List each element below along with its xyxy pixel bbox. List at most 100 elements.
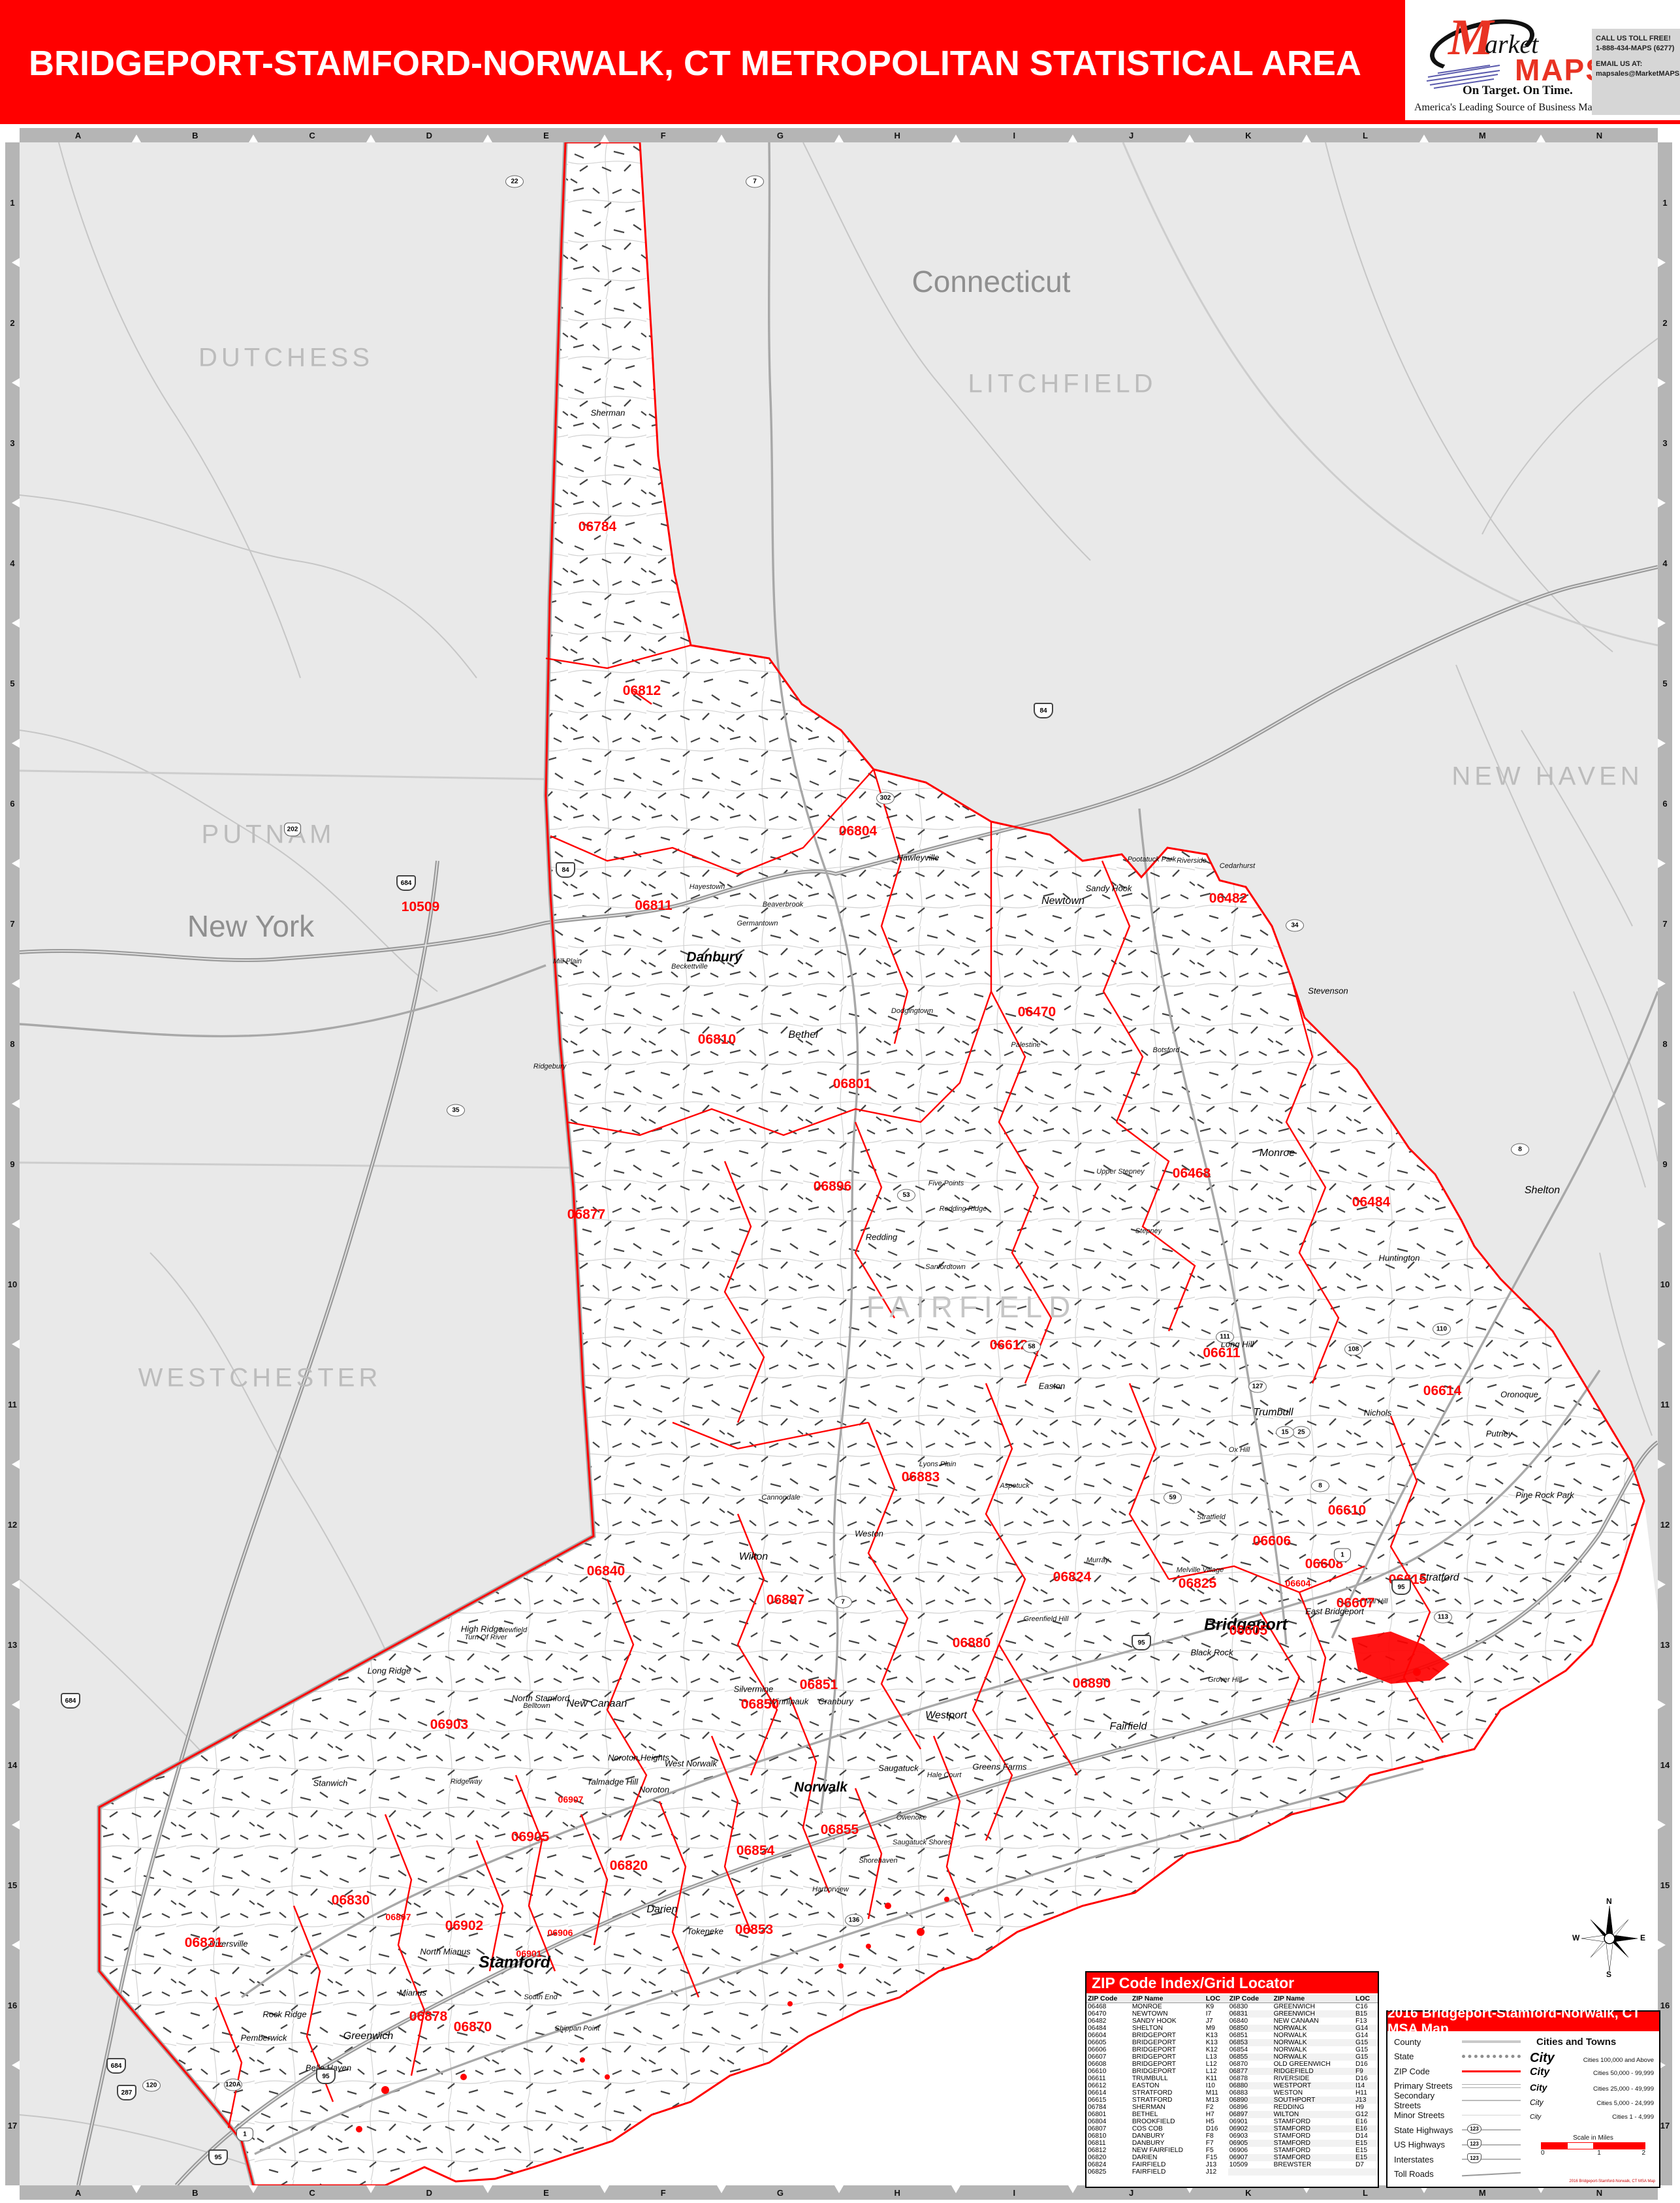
zip-index-header: ZIP Code — [1228, 1995, 1273, 2003]
scale-tick: 0 — [1541, 2149, 1545, 2157]
grid-cell-B: B — [132, 128, 253, 142]
grid-cell-17: 17 — [5, 2061, 20, 2185]
legend-cities-title: Cities and Towns — [1536, 2036, 1617, 2048]
zip-index-table: ZIP Code ZIP Name LOC ZIP Code ZIP Name LOC 0… — [1086, 1995, 1378, 2176]
zip-index-row: 06606 BRIDGEPORT K12 06854 NORWALK G15 — [1088, 2046, 1369, 2053]
legend-swatch-secondary — [1462, 2096, 1521, 2105]
zip-index-row: 06611 TRUMBULL K11 06878 RIVERSIDE D16 — [1088, 2075, 1368, 2082]
route-shield-8: 8 — [1511, 1143, 1529, 1156]
grid-cell-B: B — [132, 2185, 253, 2200]
contact-email-label: EMAIL US AT: — [1596, 59, 1643, 68]
route-shield-15: 15 — [1276, 1426, 1294, 1439]
grid-cell-8: 8 — [1658, 979, 1672, 1104]
interstate-shield-684: 684 — [106, 2058, 126, 2074]
grid-cell-C: C — [249, 2185, 370, 2200]
grid-cell-11: 11 — [1658, 1340, 1672, 1464]
grid-cell-H: H — [834, 2185, 956, 2200]
legend-item-state: State — [1394, 2050, 1525, 2063]
zip-index-row: 06608 BRIDGEPORT L12 06870 OLD GREENWICH D16 — [1088, 2061, 1368, 2068]
legend-swatch-primary — [1462, 2082, 1521, 2091]
grid-cell-D: D — [366, 128, 488, 142]
legend-swatch-hwy: 123 — [1462, 2138, 1521, 2149]
zip-index-row: 06801 BETHEL H7 06897 WILTON G12 — [1086, 2111, 1378, 2118]
compass-w: W — [1572, 1933, 1580, 1942]
route-shield-1: 1 — [1334, 1548, 1351, 1562]
map-canvas[interactable]: Connecticut New York DUTCHESS LITCHFIELD PU… — [20, 142, 1658, 2185]
legend-badge: 123 — [1467, 2138, 1482, 2149]
contact-box: CALL US TOLL FREE! 1-888-434-MAPS (6277)… — [1592, 29, 1680, 115]
legend-item-us-highways: US Highways 123 — [1394, 2138, 1525, 2151]
legend-item-label: Toll Roads — [1394, 2169, 1434, 2179]
grid-cell-6: 6 — [1658, 739, 1672, 863]
zip-index-header: LOC — [1354, 1995, 1378, 2003]
zip-index-row: 06610 BRIDGEPORT L12 06877 RIDGEFIELD F9 — [1086, 2068, 1378, 2075]
grid-cell-H: H — [834, 128, 956, 142]
zip-index-header: ZIP Code — [1086, 1995, 1131, 2003]
grid-cell-1: 1 — [1662, 197, 1668, 208]
zip-index-row: 06807 COS COB D16 06902 STAMFORD E16 — [1086, 2125, 1378, 2132]
scale-tick: 1 — [1597, 2149, 1601, 2157]
legend-city-class-4: City Cities 1 - 4,999 — [1530, 2114, 1654, 2121]
zip-index-title: ZIP Code Index/Grid Locator — [1086, 1972, 1378, 1993]
interstate-shield-684: 684 — [61, 1693, 80, 1709]
route-shield-113: 113 — [1434, 1611, 1452, 1624]
grid-cell-2: 2 — [5, 258, 20, 383]
grid-cell-16: 16 — [5, 1940, 20, 2065]
logo-m: M — [1448, 8, 1494, 65]
grid-cell-9: 9 — [5, 1099, 20, 1224]
legend-item-label: Primary Streets — [1394, 2081, 1453, 2091]
grid-cell-C: C — [249, 128, 370, 142]
zip-boundaries — [214, 644, 1444, 2129]
legend-panel: 2016 Bridgeport-Stamford-Norwalk, CT MSA… — [1386, 2006, 1660, 2188]
compass-e: E — [1640, 1933, 1646, 1942]
grid-cell-5: 5 — [5, 619, 20, 743]
logo-arket: arket — [1485, 29, 1539, 59]
grid-cell-G: G — [717, 2185, 838, 2200]
zip-index-row: 06812 NEW FAIRFIELD F5 06906 STAMFORD E15 — [1088, 2147, 1368, 2154]
interstate-shield-684: 684 — [396, 875, 416, 891]
zip-index-header: ZIP Name — [1130, 1995, 1205, 2003]
grid-cell-10: 10 — [1658, 1219, 1672, 1344]
legend-item-label: Secondary Streets — [1394, 2091, 1435, 2110]
zip-index-header: LOC — [1204, 1995, 1228, 2003]
coastal-islands — [356, 1632, 1450, 2132]
zip-index-row: 06468 MONROE K9 06830 GREENWICH C16 — [1088, 2003, 1368, 2010]
legend-city-class-1: City Cities 50,000 - 99,999 — [1530, 2066, 1654, 2078]
legend-swatch-hwy: 123 — [1462, 2153, 1521, 2164]
grid-cell-E: E — [483, 128, 605, 142]
grid-cell-14: 14 — [5, 1700, 20, 1825]
scale-bar — [1541, 2142, 1645, 2149]
grid-cell-16: 16 — [1658, 1940, 1672, 2065]
grid-cell-14: 14 — [1658, 1700, 1672, 1825]
header-bar: BRIDGEPORT-STAMFORD-NORWALK, CT METROPOL… — [0, 0, 1680, 124]
legend-city-class-0: City Cities 100,000 and Above — [1530, 2051, 1654, 2065]
logo-maps: MAPS — [1515, 53, 1607, 87]
interstate-shield-84: 84 — [1034, 703, 1053, 718]
contact-email: mapsales@MarketMAPS.com — [1596, 69, 1680, 78]
logo-subtitle: America's Leading Source of Business Map… — [1414, 102, 1602, 113]
compass-rose-icon: N E S W — [1572, 1897, 1646, 1979]
grid-cell-15: 15 — [5, 1820, 20, 1945]
contact-call-label: CALL US TOLL FREE! — [1596, 35, 1671, 42]
grid-cell-J: J — [1068, 2185, 1190, 2200]
zip-index-row: 06820 DARIEN F15 06907 STAMFORD E15 — [1086, 2154, 1378, 2161]
page-title: BRIDGEPORT-STAMFORD-NORWALK, CT METROPOL… — [29, 44, 1361, 83]
legend-item-interstates: Interstates 123 — [1394, 2153, 1525, 2166]
zip-index-row: 06604 BRIDGEPORT K13 06851 NORWALK G14 — [1088, 2032, 1369, 2039]
highways — [20, 142, 1658, 2185]
grid-cell-I: I — [951, 128, 1073, 142]
logo-tagline: On Target. On Time. — [1463, 84, 1573, 97]
route-shield-7: 7 — [834, 1596, 852, 1609]
legend-title: 2016 Bridgeport-Stamford-Norwalk, CT MSA… — [1387, 2006, 1659, 2036]
zip-index-header: ZIP Name — [1272, 1995, 1354, 2003]
legend-item-label: County — [1394, 2036, 1421, 2047]
route-shield-202: 202 — [284, 822, 301, 837]
county-boundaries — [20, 142, 1658, 1169]
route-shield-58: 58 — [1022, 1340, 1041, 1353]
zip-index-row: 06784 SHERMAN F2 06896 REDDING H9 — [1088, 2104, 1364, 2111]
grid-cell-6: 6 — [5, 739, 20, 863]
grid-cell-4: 4 — [1658, 498, 1672, 623]
legend-body: County State ZIP Code Primary Streets Second… — [1387, 2031, 1659, 2185]
grid-cell-3: 3 — [1658, 378, 1672, 503]
